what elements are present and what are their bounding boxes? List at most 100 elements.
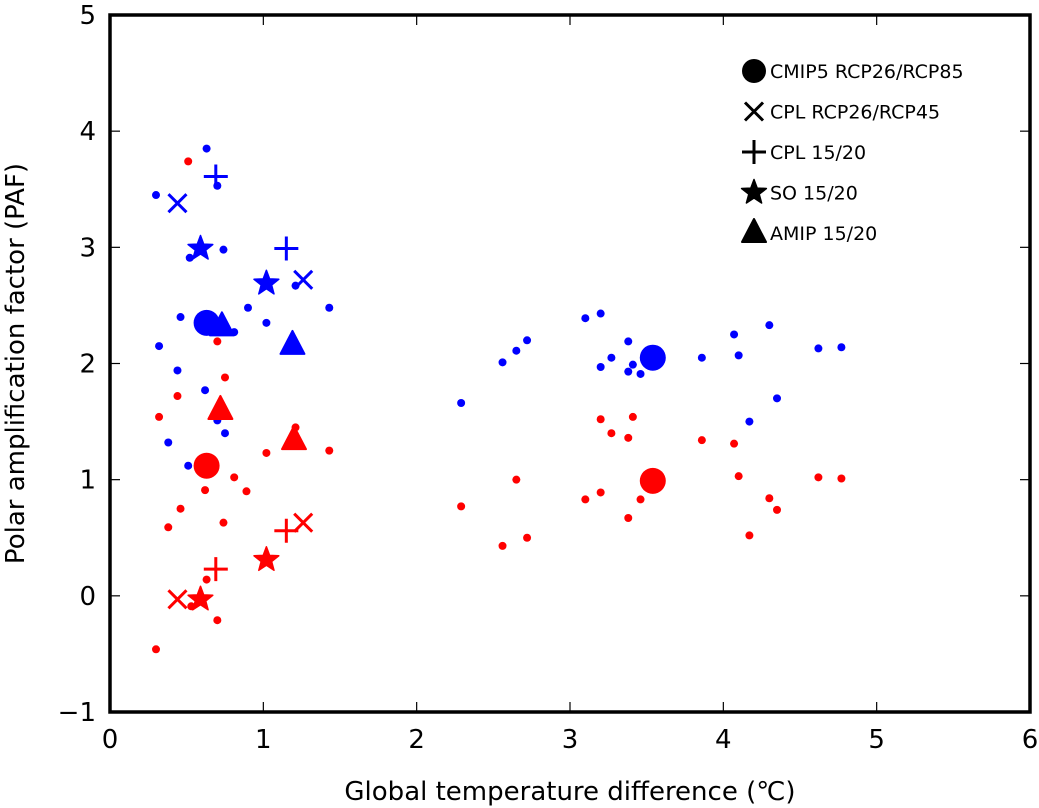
- data-point-triangle: [208, 311, 235, 337]
- series-blue-dot: [152, 144, 846, 470]
- data-point-dot: [164, 438, 173, 447]
- data-point-dot: [173, 366, 182, 375]
- legend-item: CPL RCP26/RCP45: [743, 101, 940, 124]
- data-point-dot: [734, 472, 743, 481]
- legend-marker-triangle-icon: [741, 218, 767, 243]
- legend-label: CMIP5 RCP26/RCP85: [770, 61, 964, 83]
- y-tick-label: −1: [58, 698, 96, 728]
- legend-marker-plus-icon: [742, 140, 766, 164]
- data-point-star: [187, 585, 214, 611]
- data-point-dot: [765, 494, 774, 503]
- x-tick-label: 0: [102, 725, 119, 755]
- data-point-dot: [697, 436, 706, 445]
- data-point-dot: [176, 504, 185, 513]
- data-point-dot: [262, 448, 271, 457]
- data-point-dot: [745, 417, 754, 426]
- y-tick-label: 5: [79, 1, 96, 31]
- data-point-dot: [325, 303, 334, 312]
- x-tick-label: 3: [562, 725, 579, 755]
- data-point-dot: [173, 392, 182, 401]
- data-point-star: [253, 269, 280, 295]
- data-point-star: [253, 546, 280, 572]
- data-point-dot: [230, 473, 239, 482]
- data-point-x: [293, 269, 314, 290]
- data-point-triangle: [207, 394, 234, 420]
- data-point-circle: [193, 452, 220, 479]
- plot-marks: [152, 144, 846, 654]
- data-point-dot: [814, 344, 823, 353]
- data-point-dot: [184, 461, 193, 470]
- x-tick-label: 6: [1022, 725, 1039, 755]
- x-tick-label: 5: [868, 725, 885, 755]
- series-blue-plus: [203, 164, 299, 261]
- data-point-dot: [596, 309, 605, 318]
- data-point-x: [167, 193, 188, 214]
- series-red-x: [167, 512, 314, 610]
- data-point-dot: [628, 360, 637, 369]
- data-point-dot: [523, 336, 532, 345]
- data-point-dot: [185, 253, 194, 262]
- data-point-dot: [523, 533, 532, 542]
- data-point-dot: [581, 314, 590, 323]
- legend-marker-star-icon: [740, 178, 768, 204]
- data-point-dot: [155, 412, 164, 421]
- axis-ticks: [109, 14, 1031, 713]
- data-point-dot: [765, 321, 774, 330]
- data-point-dot: [176, 313, 185, 322]
- series-red-star: [187, 546, 280, 611]
- data-point-dot: [155, 342, 164, 351]
- data-point-dot: [201, 486, 210, 495]
- data-point-dot: [219, 518, 228, 527]
- data-point-dot: [837, 343, 846, 352]
- series-blue-star: [187, 234, 280, 295]
- series-red-plus: [203, 518, 299, 582]
- legend-marker-x-icon: [743, 101, 765, 122]
- data-point-dot: [221, 429, 229, 438]
- data-point-dot: [636, 495, 645, 504]
- data-point-dot: [814, 473, 823, 482]
- data-point-dot: [730, 439, 739, 448]
- data-point-dot: [624, 367, 633, 376]
- legend-marker-circle-icon: [742, 59, 766, 83]
- data-point-dot: [596, 415, 605, 424]
- data-point-circle: [639, 467, 666, 494]
- data-point-dot: [457, 502, 466, 511]
- data-point-plus: [274, 236, 299, 261]
- data-point-dot: [498, 541, 507, 550]
- data-point-dot: [202, 575, 211, 584]
- data-point-dot: [697, 353, 706, 362]
- data-point-dot: [202, 144, 211, 153]
- data-point-dot: [262, 318, 271, 327]
- data-point-dot: [624, 433, 633, 442]
- data-point-plus: [274, 518, 299, 543]
- series-red-triangle: [207, 394, 307, 451]
- data-point-plus: [203, 557, 228, 582]
- data-point-dot: [624, 337, 633, 346]
- data-point-star: [187, 234, 214, 260]
- data-point-dot: [837, 474, 846, 483]
- data-point-dot: [596, 362, 605, 371]
- legend-label: CPL 15/20: [770, 142, 866, 164]
- series-blue-triangle: [208, 311, 306, 355]
- series-blue-x: [167, 193, 314, 290]
- data-point-dot: [221, 373, 229, 382]
- data-point-dot: [325, 446, 334, 455]
- data-point-dot: [498, 358, 507, 367]
- data-point-dot: [512, 475, 521, 484]
- data-point-dot: [607, 353, 616, 362]
- data-point-dot: [596, 488, 605, 497]
- x-axis-label: Global temperature difference (℃): [344, 777, 795, 807]
- series-red-dot: [152, 157, 846, 654]
- y-tick-label: 1: [79, 466, 96, 496]
- data-point-dot: [773, 505, 781, 514]
- data-point-dot: [624, 514, 633, 523]
- data-point-dot: [457, 398, 466, 407]
- data-point-dot: [219, 245, 228, 254]
- y-tick-label: 3: [79, 233, 96, 263]
- data-point-x: [167, 589, 188, 610]
- y-tick-label: 0: [79, 582, 96, 612]
- legend: CMIP5 RCP26/RCP85 CPL RCP26/RCP45 CPL 15/2…: [740, 59, 964, 245]
- data-point-dot: [773, 394, 781, 403]
- data-point-dot: [152, 645, 160, 654]
